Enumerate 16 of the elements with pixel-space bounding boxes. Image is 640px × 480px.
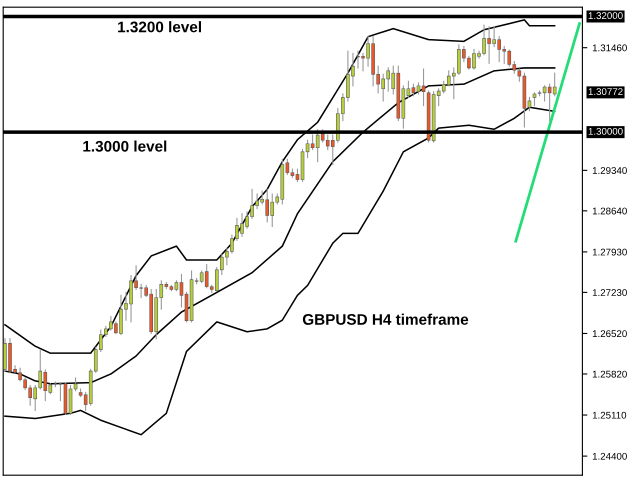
- y-tick-label: 1.31460: [592, 44, 627, 52]
- ref-line-label: 1.30000: [588, 128, 623, 135]
- y-tick-label: 1.27930: [592, 248, 627, 256]
- annotation: 1.3200 level: [118, 21, 201, 32]
- y-tick-label: 1.27230: [592, 289, 627, 296]
- y-tick-label: 1.25110: [592, 412, 626, 419]
- y-tick-label: 1.29340: [592, 167, 627, 174]
- y-tick-label: 1.28640: [592, 208, 627, 214]
- annotation: GBPUSD H4 timeframe: [302, 314, 468, 325]
- y-tick-label: 1.25820: [592, 370, 627, 378]
- text: 1.30772: [588, 88, 623, 95]
- y-tick-label: 1.26520: [592, 330, 627, 338]
- y-tick-label: 1.24400: [592, 452, 627, 460]
- candlestick: [532, 92, 536, 106]
- annotation: 1.3000 level: [83, 140, 166, 152]
- ref-line-label: 1.32000: [588, 12, 623, 20]
